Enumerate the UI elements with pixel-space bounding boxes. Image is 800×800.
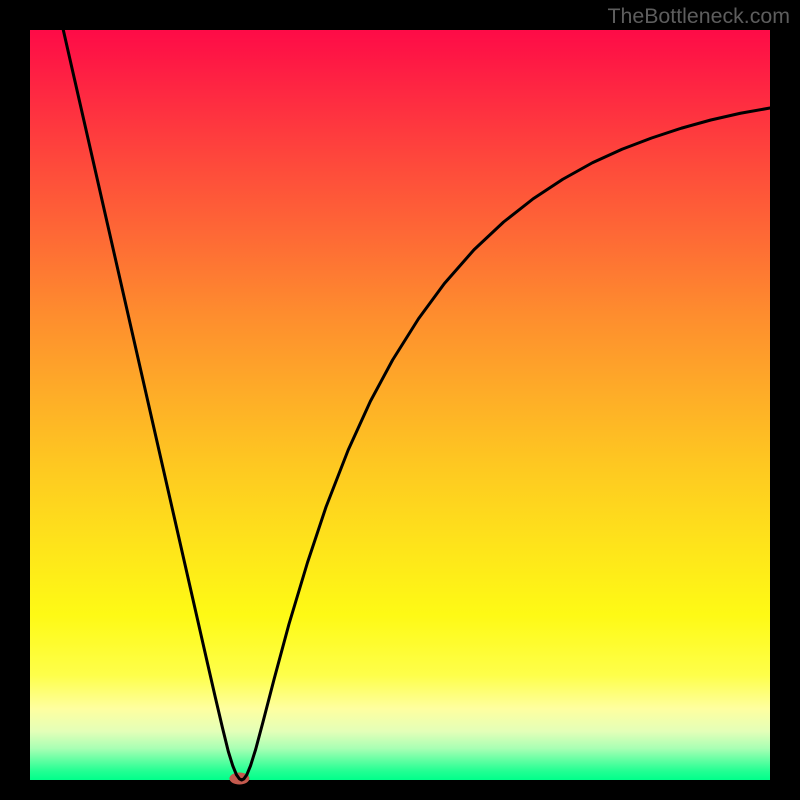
bottleneck-chart: TheBottleneck.com [0, 0, 800, 800]
chart-svg [0, 0, 800, 800]
watermark-text: TheBottleneck.com [607, 4, 790, 29]
chart-background-gradient [30, 30, 770, 780]
